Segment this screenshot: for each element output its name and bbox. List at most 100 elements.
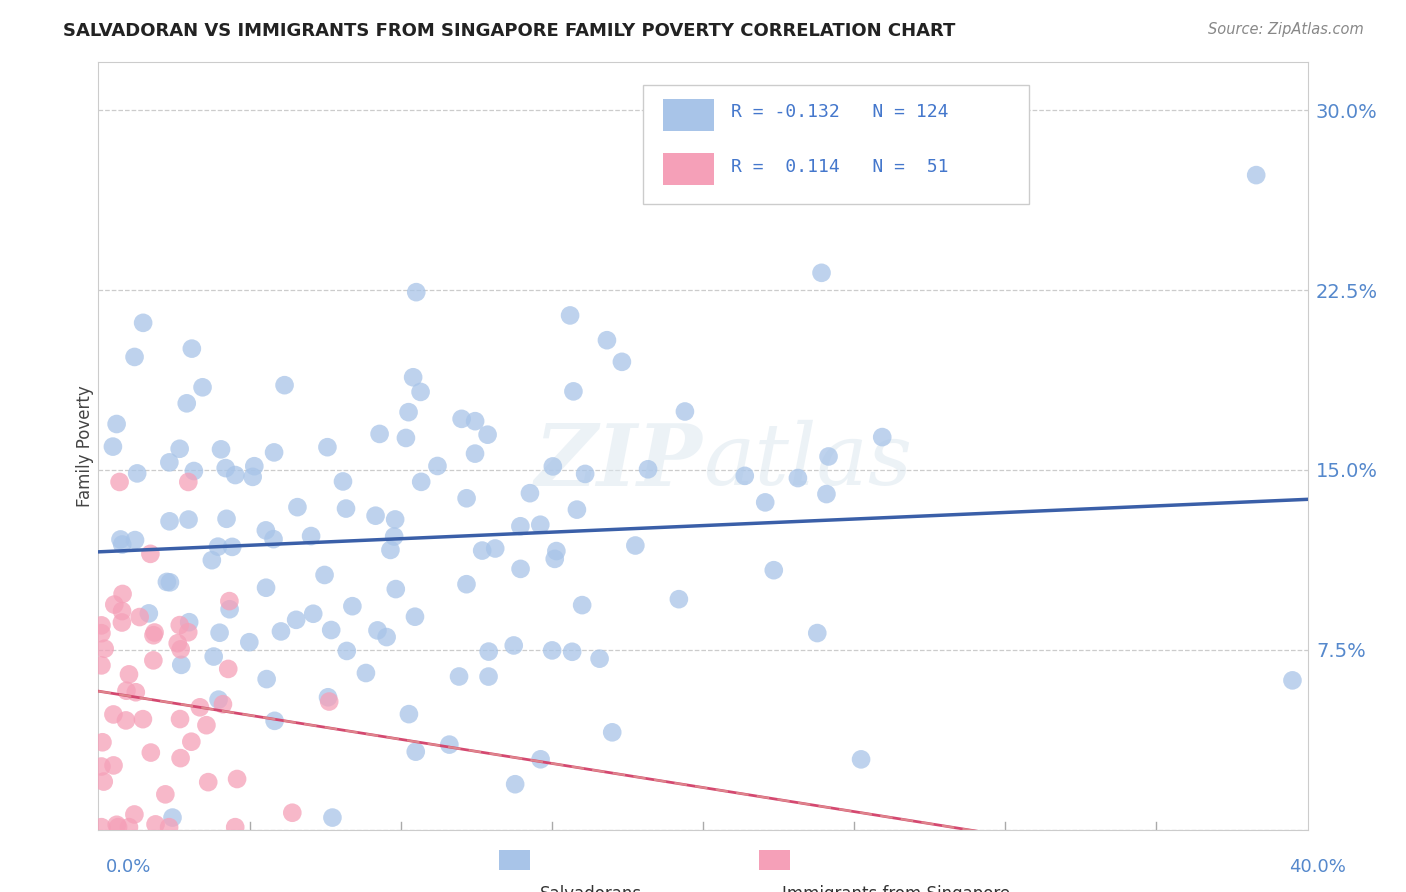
Point — [209, 442, 232, 457]
Point — [342, 599, 364, 614]
Point — [191, 380, 214, 394]
Point — [478, 644, 501, 658]
Point — [107, 820, 129, 834]
Point — [159, 514, 181, 528]
Point — [218, 594, 240, 608]
Point — [398, 405, 420, 419]
Point — [93, 774, 115, 789]
Point — [402, 370, 425, 384]
Point — [321, 811, 343, 825]
Point — [128, 610, 150, 624]
Point — [316, 440, 339, 454]
Point — [132, 316, 155, 330]
Point — [281, 805, 304, 820]
Point — [405, 285, 427, 300]
Text: Immigrants from Singapore: Immigrants from Singapore — [782, 885, 1010, 892]
Text: Source: ZipAtlas.com: Source: ZipAtlas.com — [1208, 22, 1364, 37]
Point — [314, 568, 336, 582]
Point — [409, 384, 432, 399]
Point — [270, 624, 292, 639]
Point — [183, 464, 205, 478]
Point — [254, 581, 277, 595]
Point — [124, 533, 146, 547]
Text: R =  0.114   N =  51: R = 0.114 N = 51 — [731, 158, 948, 177]
Point — [221, 540, 243, 554]
Point — [142, 653, 165, 667]
Point — [561, 645, 583, 659]
Point — [111, 587, 134, 601]
Point — [180, 735, 202, 749]
Point — [484, 541, 506, 556]
Point — [188, 700, 211, 714]
Point — [815, 487, 838, 501]
Point — [382, 529, 405, 543]
Point — [849, 752, 872, 766]
Point — [132, 712, 155, 726]
Point — [207, 540, 229, 554]
Point — [384, 512, 406, 526]
Point — [870, 430, 893, 444]
Point — [263, 714, 285, 728]
Point — [398, 707, 420, 722]
Point — [256, 672, 278, 686]
Point — [335, 501, 357, 516]
Point — [157, 820, 180, 834]
Point — [366, 624, 388, 638]
Point — [610, 355, 633, 369]
Point — [215, 512, 238, 526]
Point — [302, 607, 325, 621]
Point — [571, 598, 593, 612]
Point — [115, 714, 138, 728]
Point — [624, 539, 647, 553]
Point — [226, 772, 249, 786]
Point — [287, 500, 309, 515]
Point — [447, 669, 470, 683]
Point — [155, 788, 177, 802]
Point — [169, 618, 191, 632]
Point — [734, 468, 756, 483]
Point — [105, 818, 128, 832]
Point — [162, 811, 184, 825]
Point — [321, 623, 343, 637]
Point — [143, 625, 166, 640]
Point — [668, 592, 690, 607]
Point — [316, 690, 339, 705]
Point — [375, 630, 398, 644]
Point — [263, 532, 285, 546]
Point — [541, 643, 564, 657]
Point — [156, 574, 179, 589]
Point — [754, 495, 776, 509]
Point — [159, 575, 181, 590]
Point — [529, 517, 551, 532]
Text: SALVADORAN VS IMMIGRANTS FROM SINGAPORE FAMILY POVERTY CORRELATION CHART: SALVADORAN VS IMMIGRANTS FROM SINGAPORE … — [63, 22, 956, 40]
Point — [224, 468, 246, 483]
Point — [426, 458, 449, 473]
Point — [596, 333, 619, 347]
Text: 0.0%: 0.0% — [105, 858, 150, 876]
Point — [103, 707, 125, 722]
Point — [558, 309, 581, 323]
Point — [139, 547, 162, 561]
Point — [242, 470, 264, 484]
Point — [177, 625, 200, 640]
Point — [254, 524, 277, 538]
Point — [503, 777, 526, 791]
Point — [170, 642, 193, 657]
Point — [318, 694, 340, 708]
Point — [103, 758, 125, 772]
Point — [354, 666, 377, 681]
Point — [285, 613, 308, 627]
Point — [212, 697, 235, 711]
Point — [456, 491, 478, 506]
Point — [509, 519, 531, 533]
Point — [456, 577, 478, 591]
Point — [177, 475, 200, 489]
Point — [565, 502, 588, 516]
Point — [124, 350, 146, 364]
Point — [108, 475, 131, 489]
Point — [208, 625, 231, 640]
Text: ZIP: ZIP — [536, 419, 703, 503]
Point — [238, 635, 260, 649]
Point — [541, 459, 564, 474]
Point — [157, 455, 180, 469]
